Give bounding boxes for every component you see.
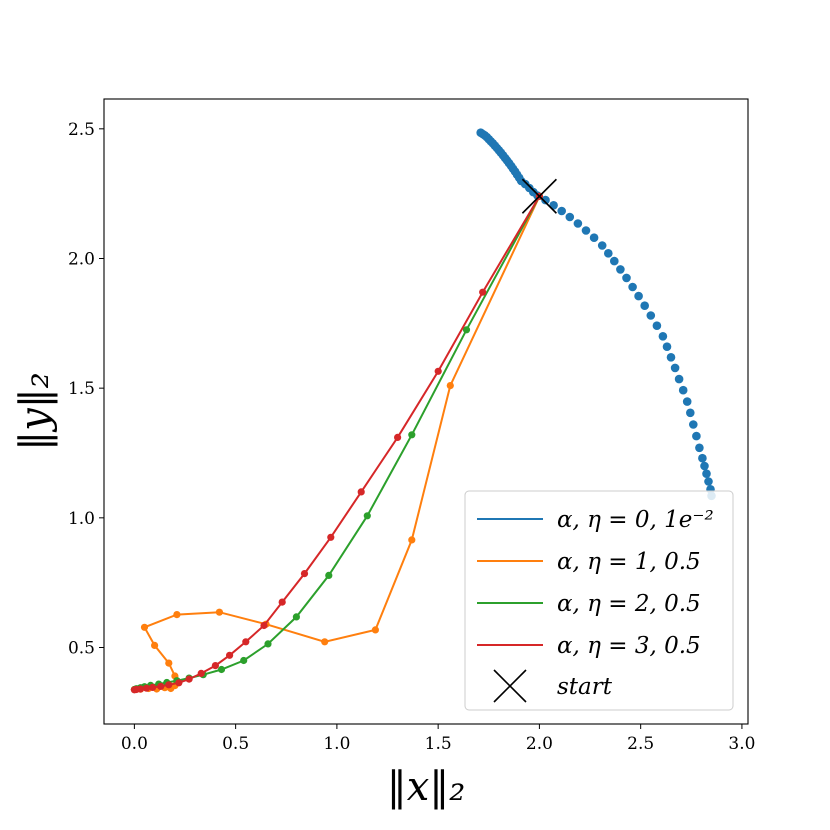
legend-box xyxy=(464,490,734,711)
data-point-0-39 xyxy=(640,301,649,311)
data-point-0-55 xyxy=(702,469,711,479)
axes-frame xyxy=(103,98,749,725)
data-point-3-15 xyxy=(165,681,173,689)
y-tick-label-3: 2.0 xyxy=(68,249,95,269)
data-point-1-2 xyxy=(408,536,416,544)
data-point-3-4 xyxy=(357,488,365,496)
x-axis-label: ‖x‖₂ xyxy=(387,764,466,810)
data-point-3-16 xyxy=(157,682,165,691)
y-tick-label-0: 0.5 xyxy=(68,638,95,658)
series-0 xyxy=(476,128,716,501)
data-point-0-54 xyxy=(700,461,709,471)
data-point-3-1 xyxy=(479,288,487,296)
data-point-0-40 xyxy=(646,311,656,320)
data-point-3-10 xyxy=(226,651,234,659)
data-point-3-5 xyxy=(327,533,335,541)
x-tick-label-2: 1.0 xyxy=(323,734,350,754)
data-point-2-8 xyxy=(217,665,226,674)
data-point-3-21 xyxy=(130,686,138,694)
data-point-1-10 xyxy=(165,659,173,667)
x-tick-label-1: 0.5 xyxy=(222,734,249,754)
legend: α, η = 0, 1e⁻² α, η = 1, 0.5 α, η = 2, 0.5… xyxy=(464,490,734,711)
start-marker-stroke-b xyxy=(521,178,557,214)
legend-entry-0: α, η = 0, 1e⁻² xyxy=(557,507,714,533)
data-point-2-2 xyxy=(408,431,416,439)
data-point-1-4 xyxy=(321,638,329,646)
data-point-3-13 xyxy=(185,675,193,683)
legend-entry-start: start xyxy=(557,674,613,700)
data-point-0-56 xyxy=(704,477,713,486)
axes-layer: 0.0 0.5 1.0 1.5 2.0 2.5 3.0 0.5 1.0 1.5 2.0 2.5 ‖x‖₂… xyxy=(12,98,755,810)
data-point-0-46 xyxy=(674,374,684,384)
legend-entry-3: α, η = 3, 0.5 xyxy=(557,633,701,659)
data-point-0-30 xyxy=(581,226,591,235)
data-point-1-1 xyxy=(446,382,454,390)
data-point-0-29 xyxy=(573,219,583,228)
data-point-3-14 xyxy=(175,679,183,687)
data-point-0-28 xyxy=(565,212,575,222)
data-point-0-27 xyxy=(557,206,566,216)
data-point-0-35 xyxy=(616,265,625,274)
series-layer xyxy=(130,128,716,694)
data-point-3-17 xyxy=(149,683,157,692)
y-tick-label-2: 1.5 xyxy=(68,379,95,399)
data-point-3-9 xyxy=(242,638,250,646)
data-point-0-33 xyxy=(604,249,613,258)
data-point-0-52 xyxy=(695,443,704,453)
x-tick-label-4: 2.0 xyxy=(526,734,553,754)
data-point-0-48 xyxy=(682,397,692,406)
x-tick-label-6: 3.0 xyxy=(728,734,755,754)
data-point-1-8 xyxy=(140,623,149,631)
data-point-0-51 xyxy=(692,431,701,441)
data-point-2-1 xyxy=(462,326,471,334)
data-point-2-6 xyxy=(264,640,272,648)
data-point-2-4 xyxy=(325,571,333,580)
legend-entry-1: α, η = 1, 0.5 xyxy=(557,549,701,575)
legend-start-stroke-b xyxy=(493,669,527,703)
y-tick-label-4: 2.5 xyxy=(68,120,95,140)
x-tick-label-3: 1.5 xyxy=(425,734,452,754)
data-point-1-3 xyxy=(371,626,379,634)
data-point-0-34 xyxy=(610,256,619,266)
y-axis-label: ‖y‖₂ xyxy=(12,372,58,451)
data-point-0-53 xyxy=(698,453,707,463)
data-point-2-3 xyxy=(363,512,371,520)
data-point-0-44 xyxy=(666,353,676,362)
data-point-2-7 xyxy=(240,656,248,665)
y-tick-label-1: 1.0 xyxy=(68,509,95,529)
data-point-1-7 xyxy=(173,611,181,619)
data-point-0-41 xyxy=(652,321,662,331)
data-point-0-37 xyxy=(628,282,637,292)
data-point-0-31 xyxy=(589,233,599,242)
data-point-0-47 xyxy=(678,385,688,395)
data-point-3-6 xyxy=(300,570,309,578)
data-point-0-49 xyxy=(686,408,695,418)
data-point-3-12 xyxy=(197,669,205,678)
data-point-3-18 xyxy=(142,684,151,692)
data-point-0-36 xyxy=(622,273,631,283)
data-point-0-45 xyxy=(670,363,680,373)
x-tick-label-5: 2.5 xyxy=(627,734,654,754)
data-point-3-2 xyxy=(434,367,442,375)
x-tick-label-0: 0.0 xyxy=(121,734,148,754)
data-point-0-32 xyxy=(597,241,607,250)
data-point-0-43 xyxy=(662,342,672,352)
data-point-2-5 xyxy=(292,613,300,621)
data-point-0-42 xyxy=(658,332,668,341)
data-point-3-8 xyxy=(260,621,268,630)
data-point-1-6 xyxy=(215,608,223,616)
legend-entry-2: α, η = 2, 0.5 xyxy=(557,591,701,617)
data-point-0-38 xyxy=(634,291,643,301)
data-point-3-7 xyxy=(278,598,286,606)
data-point-0-50 xyxy=(689,420,698,429)
data-point-1-9 xyxy=(151,641,159,650)
data-point-0-25 xyxy=(541,195,550,205)
data-point-3-3 xyxy=(394,433,402,441)
data-point-3-11 xyxy=(211,662,219,670)
start-marker xyxy=(521,178,557,214)
